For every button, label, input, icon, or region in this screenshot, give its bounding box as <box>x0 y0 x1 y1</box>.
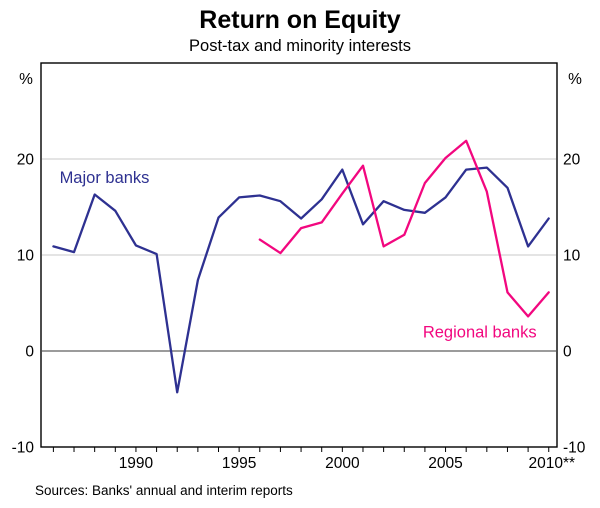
regional-banks-label: Regional banks <box>423 324 537 342</box>
major-banks-label: Major banks <box>60 169 150 187</box>
regional-banks-line <box>258 139 550 318</box>
x-tick-label: 2010** <box>528 455 575 472</box>
chart-subtitle: Post-tax and minority interests <box>189 37 411 55</box>
plot-frame <box>40 62 558 448</box>
y-tick-label-left: 20 <box>17 152 35 169</box>
chart-title: Return on Equity <box>199 6 401 34</box>
source-note: Sources: Banks' annual and interim repor… <box>35 483 293 498</box>
x-tick-label: 1990 <box>119 455 154 472</box>
major-banks-line <box>52 166 550 394</box>
y-tick-label-left: 10 <box>17 248 35 265</box>
x-tick-label: 2005 <box>428 455 462 472</box>
y-tick-label-left: 0 <box>25 344 34 361</box>
y-tick-label-right: 0 <box>563 344 572 361</box>
y-tick-label-right: -10 <box>563 440 586 457</box>
x-tick-label: 1995 <box>222 455 256 472</box>
y-tick-label-right: 20 <box>563 152 581 169</box>
y-unit-right: % <box>568 71 582 88</box>
y-tick-label-left: -10 <box>12 440 35 457</box>
y-tick-label-right: 10 <box>563 248 581 265</box>
y-unit-left: % <box>19 71 33 88</box>
x-tick-label: 2000 <box>325 455 360 472</box>
